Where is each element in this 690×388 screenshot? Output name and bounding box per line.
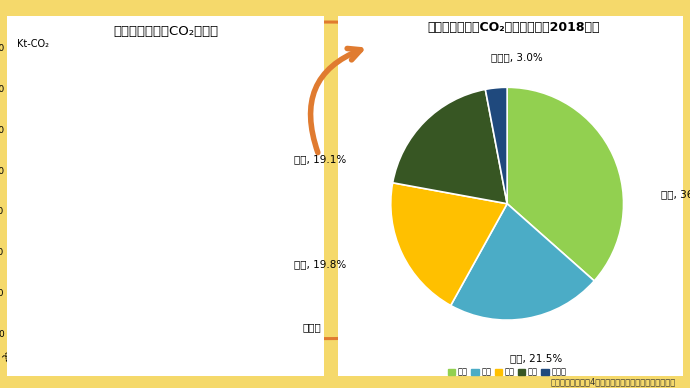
Wedge shape [507,87,624,281]
Text: Kt-CO₂: Kt-CO₂ [17,39,49,49]
Wedge shape [485,87,507,204]
Text: 出展：日野市「第4次日野市地球温暖化対策実行計画」: 出展：日野市「第4次日野市地球温暖化対策実行計画」 [551,377,676,386]
FancyArrowPatch shape [310,48,361,152]
Wedge shape [451,204,594,320]
Text: 日野市の部門別CO₂排出量割合（2018年）: 日野市の部門別CO₂排出量割合（2018年） [428,21,600,35]
Text: 日野市　部門別CO₂排出量: 日野市 部門別CO₂排出量 [113,25,218,38]
Text: （年）: （年） [302,322,321,332]
Text: 廃棄物, 3.0%: 廃棄物, 3.0% [491,52,542,62]
Text: 家庭, 36.5%: 家庭, 36.5% [661,189,690,199]
Wedge shape [393,89,507,204]
Text: 業務, 19.8%: 業務, 19.8% [294,259,346,269]
Text: 運輸, 21.5%: 運輸, 21.5% [510,353,562,363]
Wedge shape [391,183,507,305]
Text: 産業, 19.1%: 産業, 19.1% [294,154,346,165]
Legend: 家庭, 運輸, 業務, 産業, 廃棄物: 家庭, 運輸, 業務, 産業, 廃棄物 [444,364,570,380]
